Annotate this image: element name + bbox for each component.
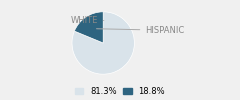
Wedge shape — [74, 12, 103, 43]
Text: HISPANIC: HISPANIC — [96, 26, 185, 35]
Text: WHITE: WHITE — [71, 16, 104, 25]
Legend: 81.3%, 18.8%: 81.3%, 18.8% — [75, 87, 165, 96]
Wedge shape — [72, 12, 134, 74]
